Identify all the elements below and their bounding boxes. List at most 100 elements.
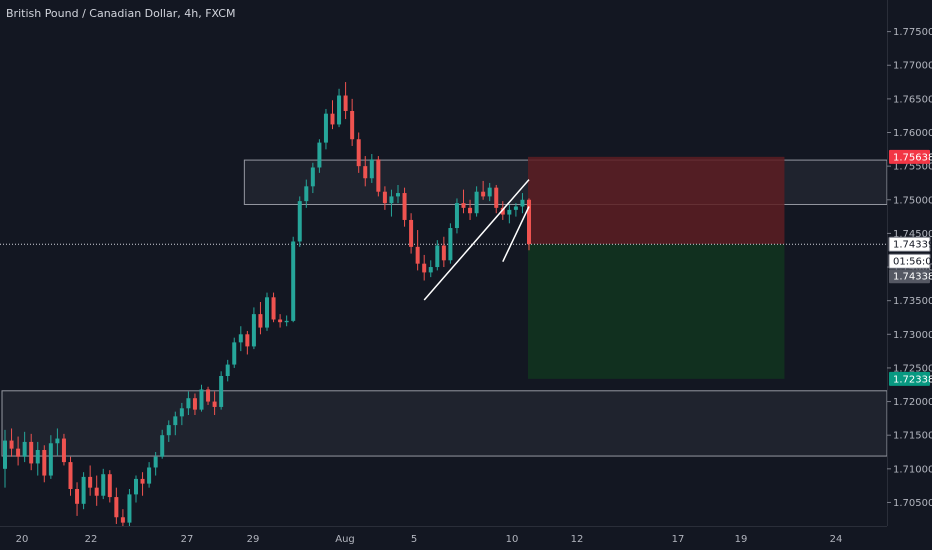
candle-body [179,408,184,417]
candle-body [527,199,531,245]
candle-body [474,191,479,214]
candle-68 [448,223,453,264]
candle-body [245,334,250,347]
candle-body [127,494,132,523]
stop-price-label-text: 1.75638 [893,152,932,163]
candle-body [441,245,446,261]
candle-22 [147,462,152,488]
candle-body [206,389,211,402]
price-tick-label: 1.73500 [893,296,932,307]
candle-20 [134,475,138,503]
candle-54 [356,132,361,173]
date-tick-label: 24 [830,534,843,545]
chart-title: British Pound / Canadian Dollar, 4h, FXC… [6,7,236,20]
candle-15 [101,468,106,500]
candle-body [232,342,237,365]
candle-body [48,443,53,476]
candle-body [212,401,217,407]
candle-body [107,474,112,498]
take-profit-zone [528,244,785,379]
candle-body [16,448,21,457]
candle-37 [245,330,250,355]
candle-body [284,320,289,323]
candle-64 [422,254,427,281]
candle-78 [513,203,518,217]
stop-loss-zone [528,156,785,245]
candle-body [369,159,374,179]
candle-2 [16,436,21,466]
candle-body [68,462,73,490]
candle-46 [304,179,309,208]
candles [3,82,531,543]
time-axis-background [0,526,932,550]
candle-27 [179,402,184,426]
price-tick-label: 1.75000 [893,195,932,206]
candle-30 [199,384,204,412]
candle-body [382,191,387,204]
candle-body [186,398,191,409]
candle-7 [48,435,53,479]
candle-28 [186,391,191,416]
trendline-1 [502,206,530,262]
candle-61 [402,187,407,227]
candle-17 [114,487,119,524]
candle-body [323,113,328,143]
price-tick-label: 1.71000 [893,464,932,475]
candle-12 [81,472,86,510]
candle-body [461,203,466,208]
candle-38 [251,307,256,350]
candle-body [88,476,93,488]
bar-countdown-label-bg [888,253,931,269]
candle-body [297,201,302,242]
price-tick-label: 1.71500 [893,431,932,442]
candle-body [310,167,315,187]
time-axis: 20 22 27 29 Aug 5 10 12 17 19 24 [0,526,932,550]
price-tick-label: 1.75500 [893,162,932,173]
candle-74 [487,182,492,202]
candle-52 [343,82,348,120]
candle-body [415,246,420,264]
candle-body [422,263,427,273]
support-zone [1,390,888,457]
candle-44 [291,236,296,323]
candle-body [22,441,27,457]
candle-31 [206,386,211,405]
price-tick-label: 1.73000 [893,330,932,341]
bid-price-label-bg [889,269,930,284]
price-tick-label: 1.76500 [893,94,932,105]
candle-body [3,440,7,469]
candle-69 [454,198,459,234]
candle-body [468,207,473,214]
candle-body [363,166,368,179]
candle-body [94,487,99,496]
candle-19 [127,489,132,526]
candle-75 [494,184,499,214]
date-tick-label: 20 [16,534,29,545]
candle-40 [265,292,269,331]
stop-price-label: 1.75638 [889,149,932,164]
candle-56 [369,154,374,183]
short-position-tool [528,156,785,379]
candle-body [147,467,152,484]
candle-body [192,398,197,410]
candle-body [55,438,60,444]
candle-body [238,334,243,343]
candle-77 [507,205,512,224]
candle-4 [29,433,34,471]
candle-13 [88,465,93,496]
date-tick-label: 12 [571,534,584,545]
price-tick-label: 1.74500 [893,229,932,240]
candle-body [428,267,433,273]
candle-body [350,110,355,140]
candle-body [507,209,512,215]
candle-body [153,456,158,468]
target-price-label-text: 1.72338 [893,374,932,385]
candle-body [454,203,459,229]
target-price-label: 1.72338 [889,371,932,386]
candle-8 [55,428,60,456]
candle-5 [35,441,40,476]
candle-67 [441,236,446,268]
